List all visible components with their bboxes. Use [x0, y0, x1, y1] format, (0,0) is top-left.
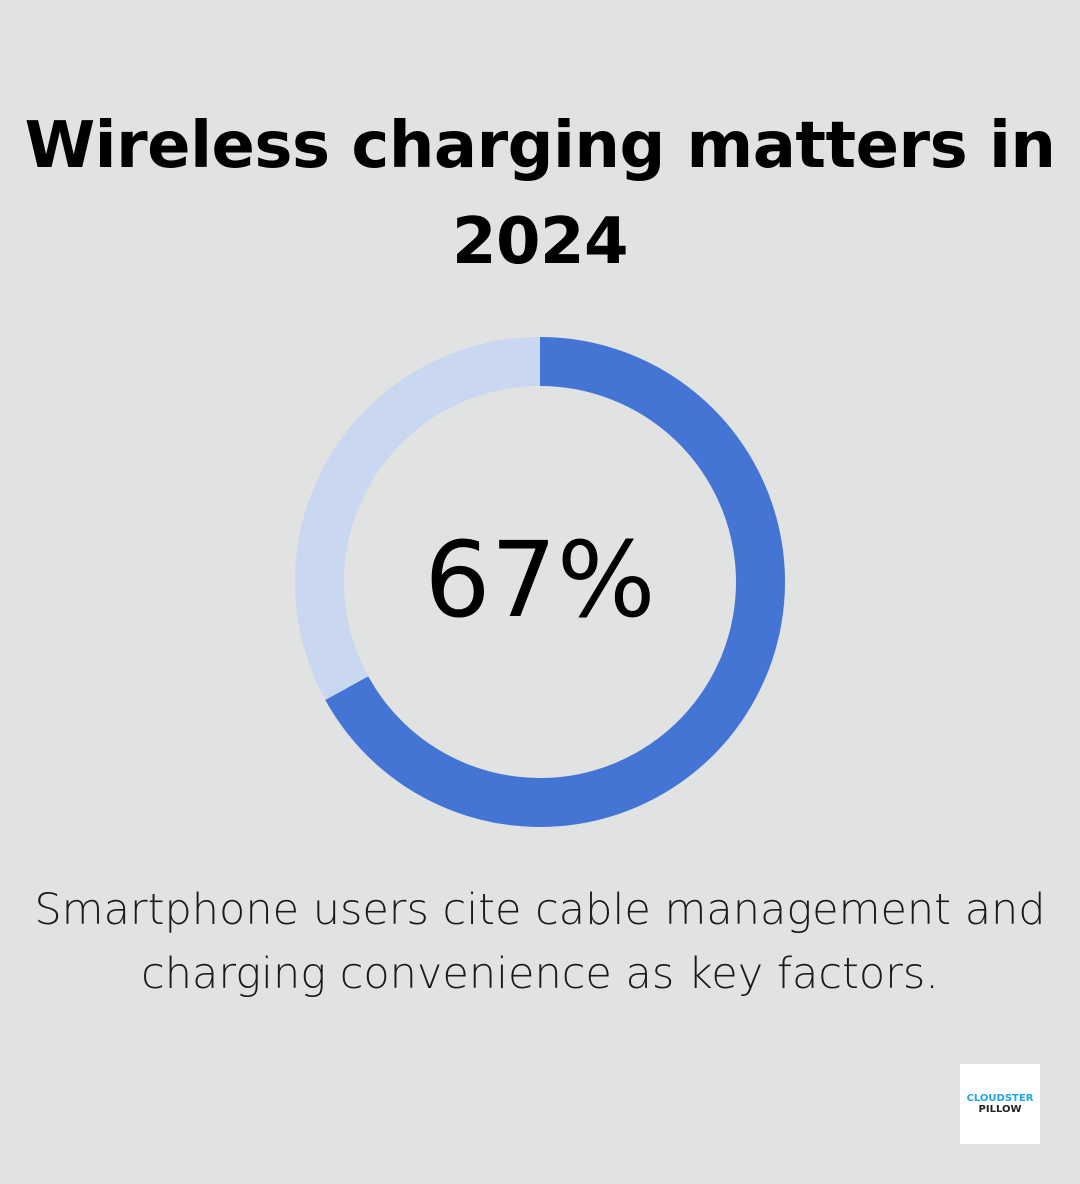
- cloudster-pillow-logo: CLOUDSTER PILLOW: [960, 1064, 1040, 1144]
- caption-text: Smartphone users cite cable management a…: [34, 885, 1046, 999]
- chart-title: Wireless charging matters in 2024: [24, 109, 1056, 279]
- center-percentage-label: 67%: [424, 519, 656, 641]
- logo-line-2: PILLOW: [978, 1104, 1022, 1115]
- donut-value-segment: [325, 337, 785, 827]
- logo-line-1: CLOUDSTER: [966, 1093, 1034, 1104]
